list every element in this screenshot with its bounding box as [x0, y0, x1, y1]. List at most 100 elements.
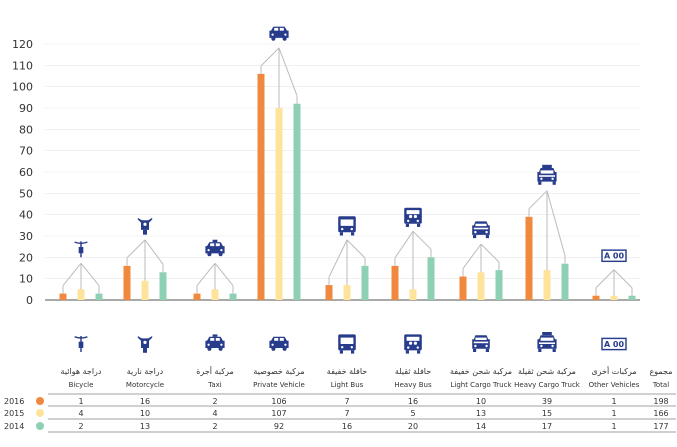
y-tick-label: 110 — [12, 59, 33, 72]
table-cell: 10 — [476, 397, 486, 406]
total-cell: 166 — [653, 409, 668, 418]
bars — [59, 73, 636, 300]
light-bus-icon — [338, 216, 356, 236]
total-cell: 198 — [653, 397, 668, 406]
bicycle-icon — [73, 240, 89, 259]
table-cell: 7 — [344, 397, 349, 406]
bar-2014 — [427, 257, 435, 300]
total-label-en: Total — [652, 381, 669, 389]
table-cell: 1 — [78, 397, 83, 406]
car-icon — [269, 336, 289, 351]
category-label-en: Light Cargo Truck — [450, 381, 512, 389]
table-cell: 2 — [212, 422, 217, 431]
total-label-ar: مجموع — [650, 367, 673, 376]
legend-dot — [36, 397, 44, 405]
bar-2014 — [159, 272, 167, 300]
light-bus-icon — [338, 334, 356, 354]
bar-2014 — [495, 270, 503, 300]
legend-dot — [36, 422, 44, 430]
connector-line — [196, 263, 216, 286]
heavy-bus-icon — [404, 334, 422, 354]
table-cell: 13 — [476, 409, 486, 418]
category-label-ar: دراجة هوائية — [61, 367, 102, 376]
year-label: 2014 — [4, 422, 24, 431]
table-cell: 1 — [611, 397, 616, 406]
category-label-ar: حافلة ثقيلة — [395, 367, 431, 376]
connector-line — [595, 269, 615, 289]
bar-2014 — [628, 295, 636, 300]
plate-icon: A 00 — [601, 249, 627, 263]
connector-line — [528, 190, 548, 210]
category-label-en: Motorcycle — [126, 381, 164, 389]
y-tick-label: 20 — [19, 251, 33, 264]
category-label-ar: مركبة شحن خفيفة — [450, 367, 512, 376]
category-label-ar: مركبات أخرى — [591, 366, 636, 376]
y-tick-label: 10 — [19, 273, 33, 286]
icons-top: A 00 — [73, 26, 627, 263]
y-tick-label: 80 — [19, 123, 33, 136]
category-label-en: Taxi — [207, 381, 222, 389]
bar-2015 — [409, 289, 417, 300]
table-cell: 15 — [542, 409, 552, 418]
bar-2016 — [459, 276, 467, 300]
y-tick-label: 100 — [12, 81, 33, 94]
table-cell: 1 — [611, 422, 616, 431]
plate-text: A 00 — [604, 340, 625, 349]
connector-line — [126, 239, 146, 259]
y-tick-label: 90 — [19, 102, 33, 115]
y-tick-label: 120 — [12, 38, 33, 51]
connector-line — [62, 263, 82, 286]
bar-2014 — [95, 293, 103, 300]
connector-line — [412, 230, 432, 250]
connector-line — [462, 243, 482, 269]
light-truck-icon — [472, 335, 490, 352]
car-icon — [269, 26, 289, 41]
y-tick-label: 50 — [19, 187, 33, 200]
connector-line — [80, 263, 100, 286]
category-label-ar: مركبة شحن ثقيلة — [518, 367, 576, 376]
heavy-bus-icon — [404, 207, 422, 227]
y-tick-label: 40 — [19, 209, 33, 222]
category-label-ar: دراجة نارية — [127, 367, 164, 376]
category-label-en: Private Vehicle — [253, 381, 305, 389]
bar-2014 — [293, 103, 301, 300]
table-cell: 2 — [212, 397, 217, 406]
connector-line — [546, 190, 566, 256]
bar-2016 — [525, 216, 533, 300]
table-cell: 16 — [342, 422, 352, 431]
plate-icon: A 00 — [601, 337, 627, 351]
table-cell: 39 — [542, 397, 552, 406]
bar-2016 — [592, 295, 600, 300]
heavy-truck-icon — [537, 332, 557, 352]
table-cell: 4 — [78, 409, 83, 418]
table-cell: 5 — [410, 409, 415, 418]
connector-line — [214, 263, 234, 286]
connector-line — [144, 239, 164, 265]
bar-2015 — [77, 289, 85, 300]
category-label-en: Heavy Cargo Truck — [514, 381, 581, 389]
bar-2015 — [543, 270, 551, 300]
plate-text: A 00 — [604, 252, 625, 261]
light-truck-icon — [472, 221, 490, 239]
table-cell: 16 — [408, 397, 418, 406]
table-cell: 13 — [140, 422, 150, 431]
table-cell: 20 — [408, 422, 418, 431]
bar-2016 — [391, 265, 399, 300]
bar-2015 — [343, 285, 351, 300]
connector-line — [328, 239, 348, 278]
connector-line — [260, 47, 280, 67]
category-labels: دراجة هوائية Bicycle دراجة نارية Motorcycle… — [61, 366, 673, 389]
category-label-en: Light Bus — [331, 381, 364, 389]
motorcycle-icon — [137, 336, 153, 353]
connectors — [62, 47, 633, 296]
y-axis: 0 10 20 30 40 50 60 70 80 90 100 110 120 — [12, 38, 640, 307]
bar-2014 — [561, 263, 569, 300]
bar-2015 — [211, 289, 219, 300]
taxi-icon — [205, 239, 225, 257]
bar-2016 — [257, 73, 265, 300]
table-cell: 1 — [611, 409, 616, 418]
connector-line — [480, 243, 500, 263]
connector-line — [613, 269, 633, 289]
